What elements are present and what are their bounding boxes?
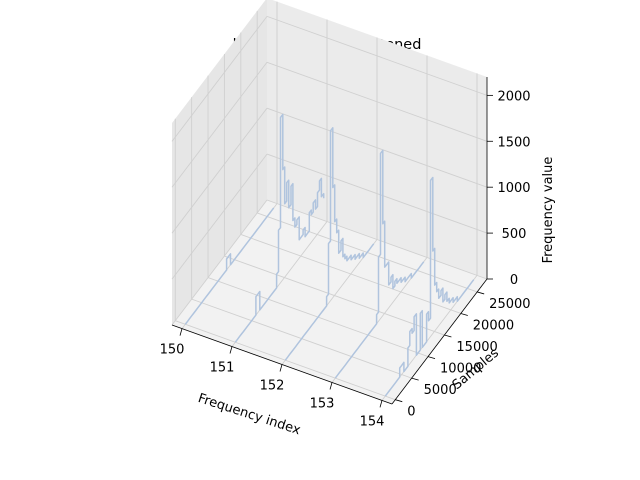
left-grid-z (171, 153, 268, 280)
back-grid-z (266, 107, 488, 188)
x-tick (279, 364, 283, 372)
series-line-150 (184, 207, 275, 325)
y-tick-label: 25000 (489, 297, 530, 312)
y-tick-label: 20000 (473, 318, 514, 333)
x-tick (229, 346, 233, 354)
back-grid-z (266, 153, 488, 234)
y-tick (427, 356, 436, 359)
y-tick (460, 313, 468, 316)
x-tick-label: 154 (360, 414, 385, 429)
x-tick-label: 152 (260, 379, 285, 394)
z-tick-label: 1000 (497, 181, 530, 196)
x-tick (379, 400, 383, 408)
x-axis-label: Frequency index (196, 391, 303, 438)
x-tick (329, 382, 333, 390)
back-grid-z (266, 15, 488, 96)
y-tick-label: 5000 (424, 383, 457, 398)
y-tick-label: 10000 (440, 362, 481, 377)
y-tick-label: 15000 (456, 340, 497, 355)
series-line-152 (284, 127, 375, 361)
y-tick (395, 399, 403, 403)
y-tick (444, 334, 452, 338)
left-pane (172, 0, 267, 325)
y-axis-line (391, 278, 488, 405)
y-tick (411, 377, 419, 381)
series-line-153 (334, 149, 425, 379)
z-tick-label: 1500 (497, 135, 530, 150)
back-grid-z (266, 61, 488, 142)
x-tick-label: 151 (210, 361, 235, 376)
left-grid-z (171, 16, 268, 142)
z-axis-label: Frequency value (541, 157, 556, 264)
left-grid-z (171, 62, 268, 188)
series-line-154 (384, 176, 475, 397)
left-grid-z (171, 199, 268, 326)
y-tick (477, 291, 485, 295)
z-tick-label: 2000 (497, 89, 530, 104)
back-grid-z (266, 199, 488, 280)
floor-grid-y (240, 234, 461, 314)
z-tick-label: 0 (510, 273, 518, 288)
x-tick-label: 150 (160, 343, 185, 358)
floor-grid-y (175, 320, 396, 401)
x-tick (179, 328, 183, 336)
series-line-151 (234, 113, 325, 343)
y-tick-label: 0 (407, 405, 415, 420)
floor-grid-y (224, 255, 445, 336)
left-grid-z (171, 107, 268, 234)
z-tick-label: 500 (502, 227, 527, 242)
x-tick-label: 153 (310, 396, 335, 411)
